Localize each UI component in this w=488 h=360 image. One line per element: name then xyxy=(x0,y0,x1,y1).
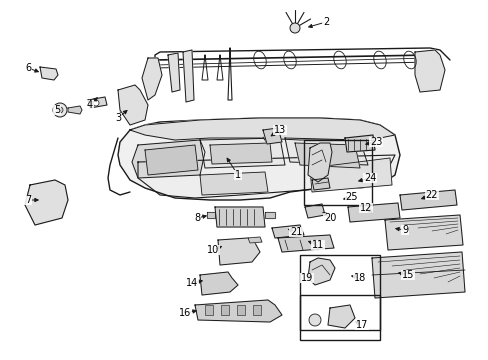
Polygon shape xyxy=(285,138,367,165)
Polygon shape xyxy=(195,300,282,322)
Polygon shape xyxy=(294,143,359,168)
Polygon shape xyxy=(218,238,260,265)
Polygon shape xyxy=(130,118,394,140)
Text: 7: 7 xyxy=(25,195,31,205)
Text: 20: 20 xyxy=(323,213,336,223)
Bar xyxy=(237,305,244,315)
Text: 3: 3 xyxy=(115,113,121,123)
Text: 16: 16 xyxy=(179,308,191,318)
Text: 6: 6 xyxy=(25,63,31,73)
Text: 22: 22 xyxy=(425,190,437,200)
Text: 5: 5 xyxy=(54,105,60,115)
Polygon shape xyxy=(142,58,162,100)
Text: 21: 21 xyxy=(289,227,302,237)
Polygon shape xyxy=(138,155,394,198)
Text: 12: 12 xyxy=(359,203,371,213)
Circle shape xyxy=(308,314,320,326)
Circle shape xyxy=(93,100,99,106)
Polygon shape xyxy=(278,235,333,252)
Polygon shape xyxy=(307,258,334,285)
Polygon shape xyxy=(384,215,462,250)
Polygon shape xyxy=(206,212,215,218)
Polygon shape xyxy=(88,97,107,108)
Text: 17: 17 xyxy=(355,320,367,330)
Polygon shape xyxy=(209,143,271,164)
Polygon shape xyxy=(327,305,354,328)
Polygon shape xyxy=(247,237,262,243)
Text: 15: 15 xyxy=(401,270,413,280)
Text: 23: 23 xyxy=(369,137,382,147)
Polygon shape xyxy=(68,106,82,114)
Text: 10: 10 xyxy=(206,245,219,255)
Text: 24: 24 xyxy=(363,173,375,183)
Text: 1: 1 xyxy=(234,170,241,180)
Polygon shape xyxy=(40,67,58,80)
Bar xyxy=(304,140,371,205)
Polygon shape xyxy=(309,158,391,192)
Polygon shape xyxy=(200,172,267,195)
Polygon shape xyxy=(271,225,304,238)
Polygon shape xyxy=(263,128,282,144)
Polygon shape xyxy=(345,135,374,152)
Polygon shape xyxy=(145,145,198,175)
Text: 25: 25 xyxy=(345,192,358,202)
Polygon shape xyxy=(168,53,180,92)
Text: 9: 9 xyxy=(401,225,407,235)
Polygon shape xyxy=(347,203,399,222)
Text: 4: 4 xyxy=(87,100,93,110)
Polygon shape xyxy=(307,143,331,182)
Polygon shape xyxy=(399,190,456,210)
Polygon shape xyxy=(183,50,194,102)
Bar xyxy=(299,255,379,330)
Circle shape xyxy=(53,103,67,117)
Polygon shape xyxy=(311,178,329,190)
Polygon shape xyxy=(305,204,325,218)
Polygon shape xyxy=(414,50,444,92)
Polygon shape xyxy=(200,138,285,168)
Circle shape xyxy=(289,23,299,33)
Polygon shape xyxy=(132,140,204,178)
Text: 13: 13 xyxy=(273,125,285,135)
Polygon shape xyxy=(25,180,68,225)
Text: 8: 8 xyxy=(194,213,200,223)
Polygon shape xyxy=(215,207,264,227)
Text: 2: 2 xyxy=(322,17,328,27)
Polygon shape xyxy=(371,252,464,298)
Text: 18: 18 xyxy=(353,273,366,283)
Polygon shape xyxy=(118,118,399,200)
Polygon shape xyxy=(264,212,274,218)
Bar xyxy=(299,295,379,340)
Bar xyxy=(221,305,228,315)
Text: 19: 19 xyxy=(300,273,312,283)
Text: 14: 14 xyxy=(185,278,198,288)
Circle shape xyxy=(57,107,63,113)
Bar xyxy=(252,305,261,315)
Bar xyxy=(204,305,213,315)
Text: 11: 11 xyxy=(311,240,324,250)
Polygon shape xyxy=(200,272,238,295)
Polygon shape xyxy=(118,85,148,125)
